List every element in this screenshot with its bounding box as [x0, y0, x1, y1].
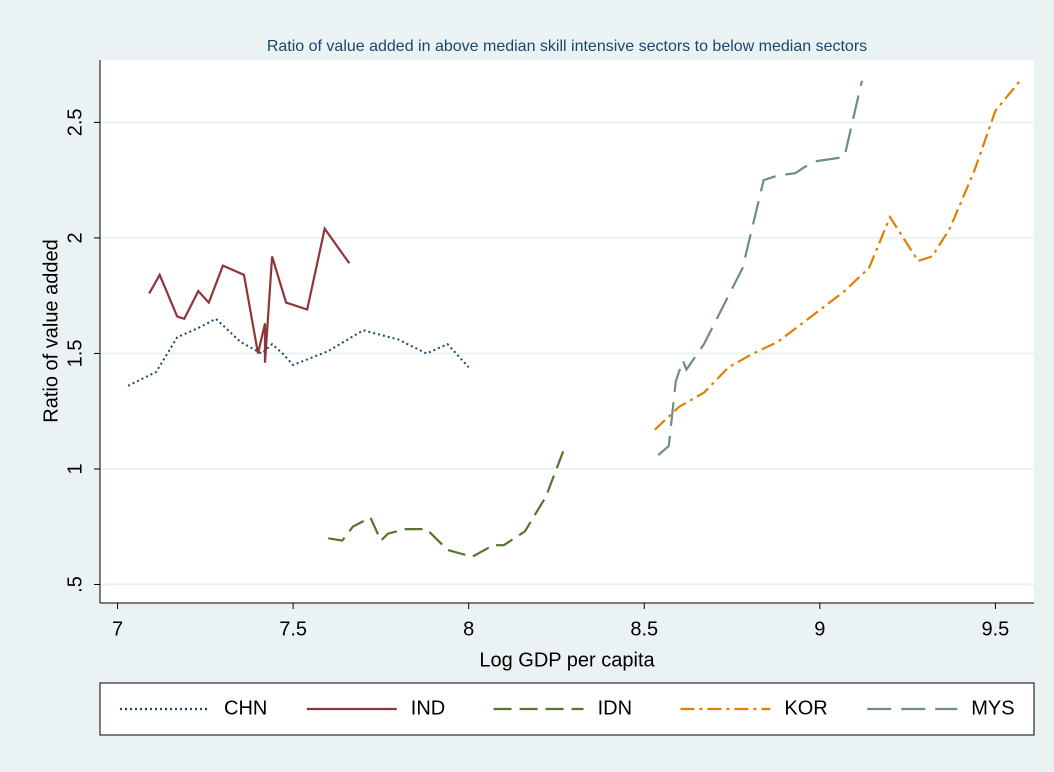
x-tick-label: 9: [814, 618, 825, 640]
x-tick-label: 7.5: [279, 618, 307, 640]
x-tick-label: 8: [463, 618, 474, 640]
line-series: [654, 80, 1021, 431]
legend-label: IDN: [598, 697, 632, 719]
legend-label: CHN: [224, 697, 267, 719]
plot-area: [100, 60, 1034, 603]
x-tick-label: 8.5: [630, 618, 658, 640]
legend-label: MYS: [971, 697, 1014, 719]
x-tick-label: 9.5: [981, 618, 1009, 640]
y-tick-label: 1: [64, 463, 86, 474]
y-axis-label: Ratio of value added: [40, 239, 62, 422]
line-series: [148, 226, 351, 363]
chart-title: Ratio of value added in above median ski…: [267, 38, 867, 55]
line-series: [127, 317, 470, 387]
y-tick-label: 2: [64, 232, 86, 243]
legend-label: KOR: [784, 697, 827, 719]
line-series: [328, 450, 565, 558]
y-tick-label: 2.5: [64, 108, 86, 136]
line-series: [657, 80, 863, 456]
legend-label: IND: [411, 697, 445, 719]
x-tick-label: 7: [112, 618, 123, 640]
y-tick-label: 1.5: [64, 340, 86, 368]
y-tick-label: .5: [64, 576, 86, 593]
x-axis-label: Log GDP per capita: [479, 649, 655, 671]
